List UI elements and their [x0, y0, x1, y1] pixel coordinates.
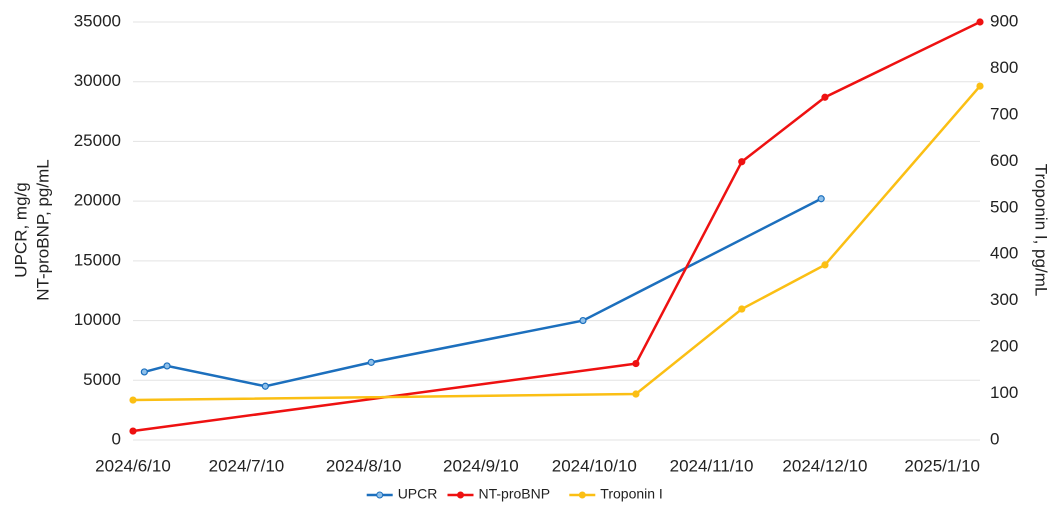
y2-tick-label: 700	[990, 104, 1018, 123]
y-tick-label: 35000	[74, 11, 121, 30]
series-line	[132, 20, 981, 433]
x-tick-label: 2025/1/10	[904, 456, 980, 475]
y-axis-label: NT-proBNP, pg/mL	[33, 159, 52, 300]
x-tick-label: 2024/11/10	[670, 456, 754, 475]
y2-tick-label: 500	[990, 197, 1018, 216]
y-tick-label: 30000	[74, 71, 121, 90]
data-point	[821, 93, 829, 101]
y2-tick-label: 100	[990, 383, 1018, 402]
data-point	[738, 305, 746, 313]
series-line	[144, 197, 822, 388]
x-tick-label: 2024/12/10	[782, 456, 867, 475]
data-point	[632, 359, 640, 368]
data-point	[632, 390, 640, 398]
data-point	[261, 382, 269, 390]
y-tick-label: 5000	[83, 370, 121, 389]
data-point	[367, 358, 375, 366]
y-tick-label: 15000	[74, 250, 121, 269]
data-point	[976, 18, 984, 26]
y2-tick-label: 600	[990, 151, 1018, 170]
data-point	[817, 195, 825, 203]
legend-label: NT-proBNP	[479, 486, 551, 502]
legend-marker	[457, 491, 464, 499]
y-tick-label: 25000	[74, 131, 121, 150]
x-tick-label: 2024/10/10	[552, 456, 637, 475]
legend-marker	[376, 491, 384, 499]
x-tick-label: 2024/9/10	[443, 456, 519, 475]
y2-tick-label: 0	[990, 429, 999, 448]
legend-label: Troponin I	[600, 486, 663, 502]
y-tick-label: 20000	[74, 191, 121, 210]
x-tick-label: 2024/6/10	[95, 456, 171, 475]
y-tick-label: 10000	[74, 310, 121, 329]
data-point	[140, 368, 148, 376]
legend-marker	[578, 491, 586, 499]
legend-label: UPCR	[398, 486, 438, 502]
y2-tick-label: 400	[990, 244, 1018, 263]
data-point	[163, 362, 171, 370]
data-point	[976, 82, 984, 90]
y2-tick-label: 200	[990, 337, 1018, 356]
y2-tick-label: 300	[990, 290, 1018, 309]
data-point	[821, 261, 829, 269]
data-point	[738, 158, 746, 166]
legend: UPCR NT-proBNP Troponin I	[366, 486, 663, 502]
data-point	[129, 427, 137, 435]
x-tick-label: 2024/8/10	[326, 456, 402, 475]
y-tick-label: 0	[112, 429, 121, 448]
y-axis-label: UPCR, mg/g	[11, 182, 30, 277]
y2-axis-label: Troponin I, pg/mL	[1032, 164, 1051, 297]
data-point	[579, 316, 587, 325]
x-tick-label: 2024/7/10	[209, 456, 285, 475]
data-point	[129, 396, 137, 404]
series-line	[132, 85, 981, 402]
y2-tick-label: 800	[990, 58, 1018, 77]
y2-tick-label: 900	[990, 11, 1018, 30]
